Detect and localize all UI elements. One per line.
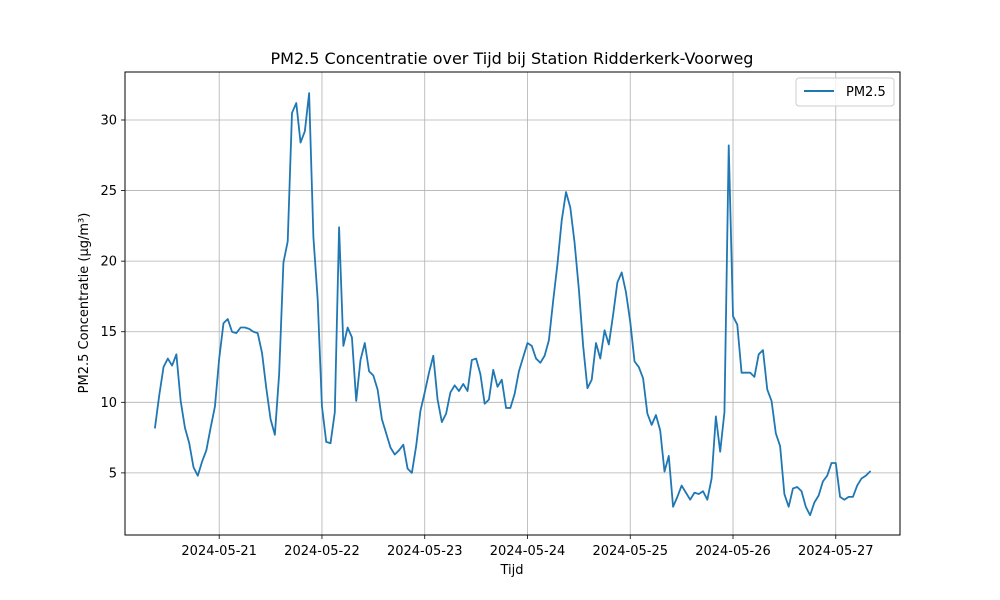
plot-frame [124, 71, 901, 536]
x-tick-label: 2024-05-23 [387, 544, 463, 559]
x-axis: 2024-05-21 2024-05-22 2024-05-23 2024-05-24… [181, 535, 874, 559]
chart-title: PM2.5 Concentratie over Tijd bij Station… [271, 49, 754, 68]
y-tick-label: 10 [100, 396, 117, 411]
x-tick-label: 2024-05-21 [181, 544, 257, 559]
y-tick-label: 25 [100, 184, 117, 199]
y-axis-label: PM2.5 Concentratie (µg/m³) [77, 213, 92, 394]
series-layer [154, 92, 871, 517]
x-tick-label: 2024-05-27 [798, 544, 874, 559]
y-tick-label: 20 [100, 255, 117, 270]
x-tick-label: 2024-05-26 [695, 544, 771, 559]
legend: PM2.5 [795, 77, 895, 107]
x-axis-label: Tijd [499, 563, 523, 578]
series-line-0 [154, 92, 871, 517]
x-tick-label: 2024-05-22 [284, 544, 360, 559]
x-tick-label: 2024-05-24 [490, 544, 566, 559]
y-axis: 5 10 15 20 25 30 [100, 113, 125, 481]
y-tick-label: 30 [100, 113, 117, 128]
y-tick-label: 5 [109, 466, 117, 481]
grid [125, 72, 900, 535]
y-tick-label: 15 [100, 325, 117, 340]
legend-label: PM2.5 [846, 85, 886, 100]
x-tick-label: 2024-05-25 [592, 544, 668, 559]
legend-box [795, 77, 895, 107]
